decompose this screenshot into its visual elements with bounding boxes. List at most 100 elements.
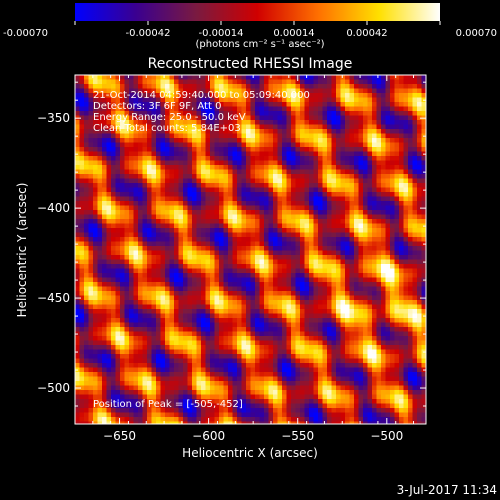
heatmap-cell xyxy=(196,336,202,341)
heatmap-cell xyxy=(75,192,80,197)
heatmap-cell xyxy=(412,340,418,346)
heatmap-cell xyxy=(354,183,359,188)
heatmap-cell xyxy=(318,120,323,125)
heatmap-cell xyxy=(300,327,305,332)
heatmap-cell xyxy=(196,340,202,346)
heatmap-cell xyxy=(327,214,332,220)
heatmap-cell xyxy=(93,358,98,364)
heatmap-cell xyxy=(97,295,103,301)
heatmap-cell xyxy=(345,291,350,296)
heatmap-cell xyxy=(187,75,193,80)
heatmap-cell xyxy=(336,142,341,148)
heatmap-cell xyxy=(151,210,157,215)
heatmap-cell xyxy=(309,196,314,202)
heatmap-cell xyxy=(151,246,157,251)
heatmap-cell xyxy=(223,201,229,206)
heatmap-cell xyxy=(349,313,355,319)
heatmap-cell xyxy=(111,142,116,148)
heatmap-cell xyxy=(390,327,395,332)
heatmap-cell xyxy=(412,246,418,251)
heatmap-cell xyxy=(255,214,260,220)
heatmap-cell xyxy=(93,259,98,265)
heatmap-cell xyxy=(331,102,337,107)
heatmap-cell xyxy=(241,282,247,287)
heatmap-cell xyxy=(75,309,80,314)
heatmap-cell xyxy=(187,291,193,296)
heatmap-cell xyxy=(183,223,188,229)
heatmap-cell xyxy=(282,295,287,301)
heatmap-cell xyxy=(345,322,350,328)
heatmap-cell xyxy=(237,84,242,89)
heatmap-cell xyxy=(412,291,418,296)
heatmap-cell xyxy=(394,219,400,224)
heatmap-cell xyxy=(255,192,260,197)
heatmap-cell xyxy=(183,232,188,238)
heatmap-cell xyxy=(160,196,166,202)
heatmap-cell xyxy=(124,133,130,139)
heatmap-cell xyxy=(291,205,296,211)
heatmap-cell xyxy=(138,88,143,94)
heatmap-cell xyxy=(363,340,368,346)
heatmap-cell xyxy=(151,273,157,278)
heatmap-cell xyxy=(367,111,373,116)
heatmap-cell xyxy=(187,133,193,139)
heatmap-cell xyxy=(129,358,134,364)
heatmap-cell xyxy=(196,322,202,328)
heatmap-cell xyxy=(358,300,364,305)
heatmap-cell xyxy=(367,219,373,224)
heatmap-cell xyxy=(399,286,404,292)
heatmap-cell xyxy=(273,138,278,143)
heatmap-cell xyxy=(372,309,377,314)
heatmap-cell xyxy=(277,147,283,152)
heatmap-cell xyxy=(282,259,287,265)
heatmap-cell xyxy=(390,214,395,220)
heatmap-cell xyxy=(322,142,328,148)
heatmap-cell xyxy=(201,237,206,242)
heatmap-cell xyxy=(349,133,355,139)
heatmap-cell xyxy=(376,322,382,328)
heatmap-cell xyxy=(250,264,256,269)
heatmap-cell xyxy=(340,309,346,314)
heatmap-cell xyxy=(102,165,107,170)
heatmap-cell xyxy=(165,300,170,305)
heatmap-cell xyxy=(201,178,206,184)
heatmap-cell xyxy=(88,304,94,310)
heatmap-cell xyxy=(120,336,125,341)
heatmap-cell xyxy=(241,111,247,116)
heatmap-cell xyxy=(286,174,292,179)
heatmap-cell xyxy=(106,255,112,260)
heatmap-cell xyxy=(336,178,341,184)
heatmap-cell xyxy=(340,156,346,161)
heatmap-cell xyxy=(295,309,301,314)
heatmap-cell xyxy=(336,75,341,80)
heatmap-cell xyxy=(232,192,238,197)
heatmap-cell xyxy=(300,336,305,341)
heatmap-cell xyxy=(151,84,157,89)
heatmap-cell xyxy=(102,309,107,314)
heatmap-cell xyxy=(421,201,426,206)
heatmap-cell xyxy=(345,313,350,319)
heatmap-cell xyxy=(205,115,211,121)
heatmap-cell xyxy=(282,304,287,310)
heatmap-cell xyxy=(79,79,85,85)
heatmap-cell xyxy=(84,169,89,175)
heatmap-cell xyxy=(403,282,409,287)
heatmap-cell xyxy=(277,120,283,125)
heatmap-cell xyxy=(250,183,256,188)
heatmap-cell xyxy=(282,129,287,134)
heatmap-cell xyxy=(250,192,256,197)
heatmap-cell xyxy=(273,79,278,85)
heatmap-cell xyxy=(250,129,256,134)
heatmap-cell xyxy=(214,124,220,130)
heatmap-cell xyxy=(138,214,143,220)
heatmap-cell xyxy=(246,291,251,296)
heatmap-cell xyxy=(223,322,229,328)
heatmap-cell xyxy=(304,84,310,89)
heatmap-cell xyxy=(120,124,125,130)
heatmap-cell xyxy=(417,255,422,260)
heatmap-cell xyxy=(111,75,116,80)
heatmap-cell xyxy=(201,264,206,269)
heatmap-cell xyxy=(169,277,175,283)
heatmap-cell xyxy=(93,75,98,80)
heatmap-cell xyxy=(358,151,364,157)
